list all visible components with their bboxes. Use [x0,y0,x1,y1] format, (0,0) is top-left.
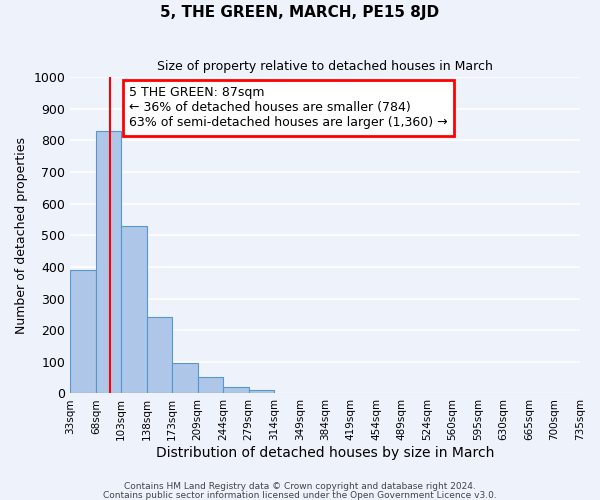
X-axis label: Distribution of detached houses by size in March: Distribution of detached houses by size … [156,446,494,460]
Bar [96,131,121,394]
Y-axis label: Number of detached properties: Number of detached properties [15,136,28,334]
Bar [70,270,96,394]
Bar [147,318,172,394]
Text: Contains HM Land Registry data © Crown copyright and database right 2024.: Contains HM Land Registry data © Crown c… [124,482,476,491]
Bar [248,390,274,394]
Bar [198,377,223,394]
Bar [172,363,198,394]
Bar [121,226,147,394]
Text: 5 THE GREEN: 87sqm
← 36% of detached houses are smaller (784)
63% of semi-detach: 5 THE GREEN: 87sqm ← 36% of detached hou… [129,86,448,130]
Text: 5, THE GREEN, MARCH, PE15 8JD: 5, THE GREEN, MARCH, PE15 8JD [160,5,440,20]
Text: Contains public sector information licensed under the Open Government Licence v3: Contains public sector information licen… [103,490,497,500]
Bar [223,387,248,394]
Title: Size of property relative to detached houses in March: Size of property relative to detached ho… [157,60,493,73]
